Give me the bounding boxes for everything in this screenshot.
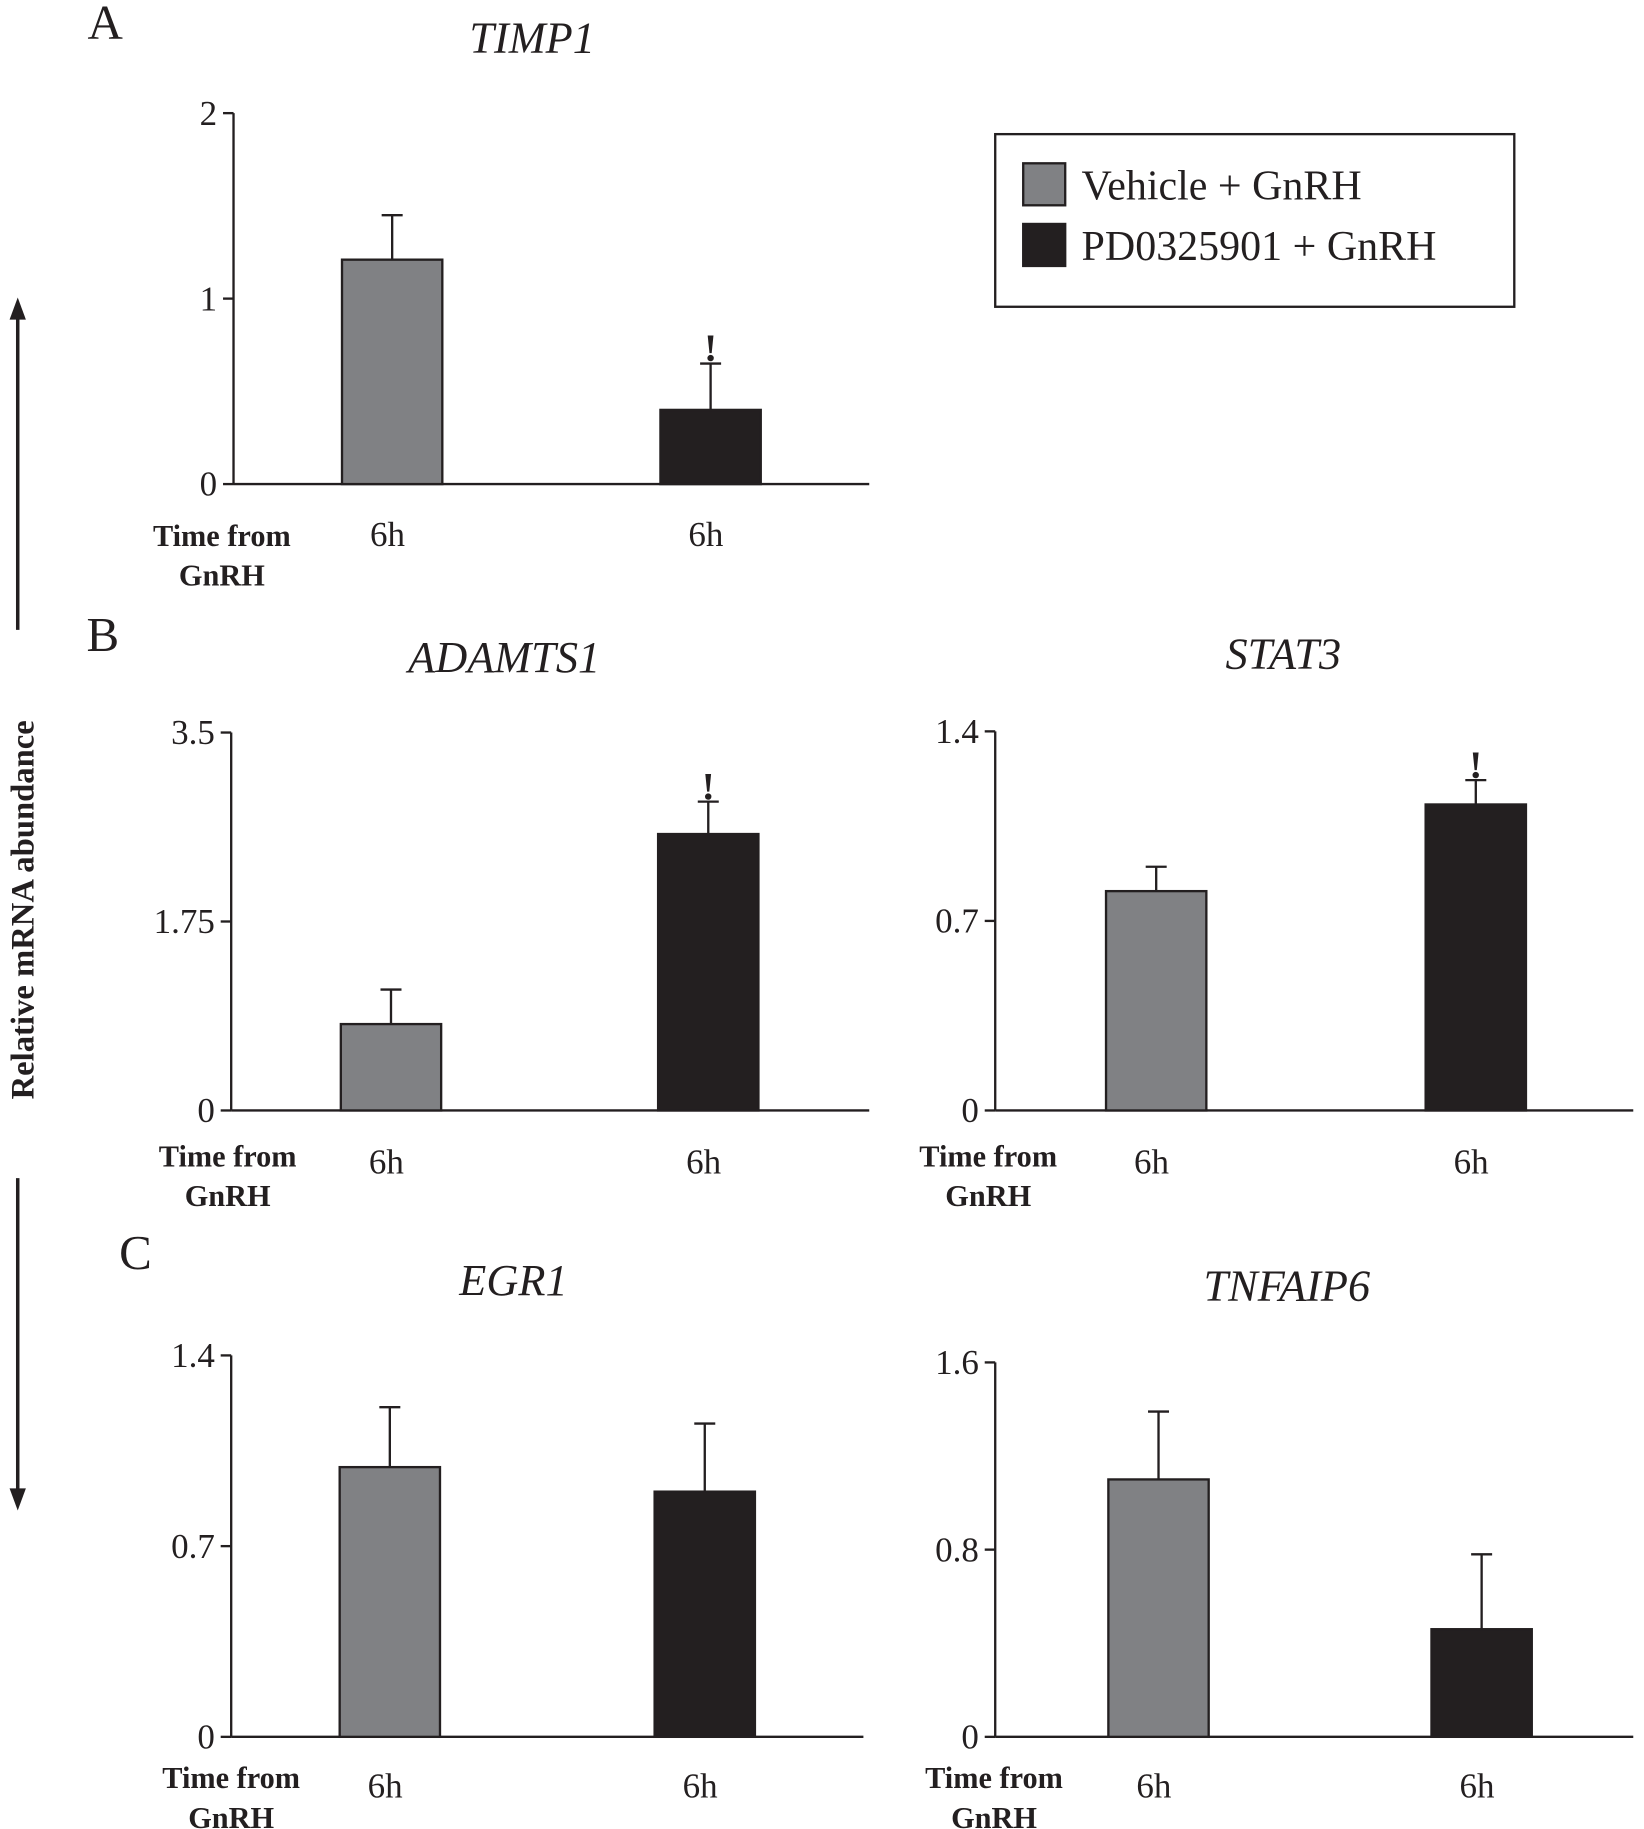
- y-tick-label: 0.7: [935, 902, 979, 941]
- bar: [1107, 1478, 1210, 1739]
- y-tick-label: 0: [961, 1718, 979, 1757]
- y-tick-label: 1.75: [154, 902, 215, 941]
- significance-mark: !: [704, 326, 717, 370]
- x-tick-label: 6h: [686, 1142, 721, 1181]
- x-tick-label: 6h: [688, 515, 723, 554]
- panel-label: B: [87, 607, 120, 662]
- x-axis-label: GnRH: [188, 1801, 274, 1829]
- x-tick-label: 6h: [369, 1142, 404, 1181]
- legend-swatch: [1022, 222, 1067, 268]
- x-axis-label: Time from: [925, 1761, 1063, 1795]
- y-tick-label: 1.4: [171, 1336, 215, 1375]
- y-tick-label: 2: [200, 94, 218, 133]
- y-tick-label: 0: [197, 1718, 215, 1757]
- legend-swatch: [1022, 162, 1067, 207]
- y-tick-label: 1.4: [935, 712, 979, 751]
- x-axis-label: GnRH: [945, 1179, 1031, 1213]
- x-axis-label: Time from: [159, 1139, 297, 1173]
- y-tick-label: 0: [200, 465, 218, 504]
- chart-title: TNFAIP6: [1204, 1262, 1371, 1311]
- y-tick-label: 0.8: [935, 1530, 979, 1569]
- bar: [339, 1022, 443, 1112]
- bar: [1424, 803, 1528, 1112]
- x-axis-label: Time from: [162, 1761, 300, 1795]
- y-tick-label: 0: [961, 1091, 979, 1130]
- legend-label: PD0325901 + GnRH: [1082, 224, 1437, 270]
- x-tick-label: 6h: [370, 515, 405, 554]
- x-axis-label: GnRH: [179, 559, 265, 593]
- chart-title: EGR1: [458, 1256, 567, 1305]
- significance-mark: !: [1469, 743, 1482, 787]
- x-axis-label: Time from: [919, 1139, 1057, 1173]
- x-axis-label: GnRH: [185, 1179, 271, 1213]
- legend-label: Vehicle + GnRH: [1082, 163, 1362, 209]
- y-tick-label: 1: [200, 279, 218, 318]
- panel-label: C: [119, 1225, 152, 1280]
- x-axis-label: Time from: [153, 519, 291, 553]
- y-axis-label: Relative mRNA abundance: [5, 720, 41, 1099]
- bar: [656, 832, 760, 1112]
- bar: [1430, 1628, 1533, 1739]
- y-tick-label: 0.7: [171, 1527, 215, 1566]
- x-axis-label: GnRH: [951, 1801, 1037, 1829]
- chart-title: ADAMTS1: [405, 633, 600, 682]
- x-tick-label: 6h: [1134, 1142, 1169, 1181]
- legend-box: [994, 132, 1516, 308]
- x-tick-label: 6h: [368, 1767, 403, 1806]
- legend: [994, 132, 1516, 308]
- x-tick-label: 6h: [1459, 1767, 1494, 1806]
- bar: [1104, 889, 1208, 1112]
- bar: [653, 1490, 757, 1739]
- x-tick-label: 6h: [1454, 1142, 1489, 1181]
- chart-title: TIMP1: [469, 13, 595, 62]
- x-tick-label: 6h: [1136, 1767, 1171, 1806]
- bar: [338, 1465, 442, 1739]
- y-tick-label: 1.6: [935, 1343, 979, 1382]
- significance-mark: !: [702, 764, 715, 808]
- arrow: [9, 297, 26, 1511]
- bar: [659, 408, 762, 486]
- y-tick-label: 0: [197, 1091, 215, 1130]
- x-tick-label: 6h: [683, 1767, 718, 1806]
- chart-title: STAT3: [1225, 629, 1341, 678]
- bar: [340, 258, 444, 486]
- y-tick-label: 3.5: [171, 713, 215, 752]
- panel-label: A: [88, 0, 124, 49]
